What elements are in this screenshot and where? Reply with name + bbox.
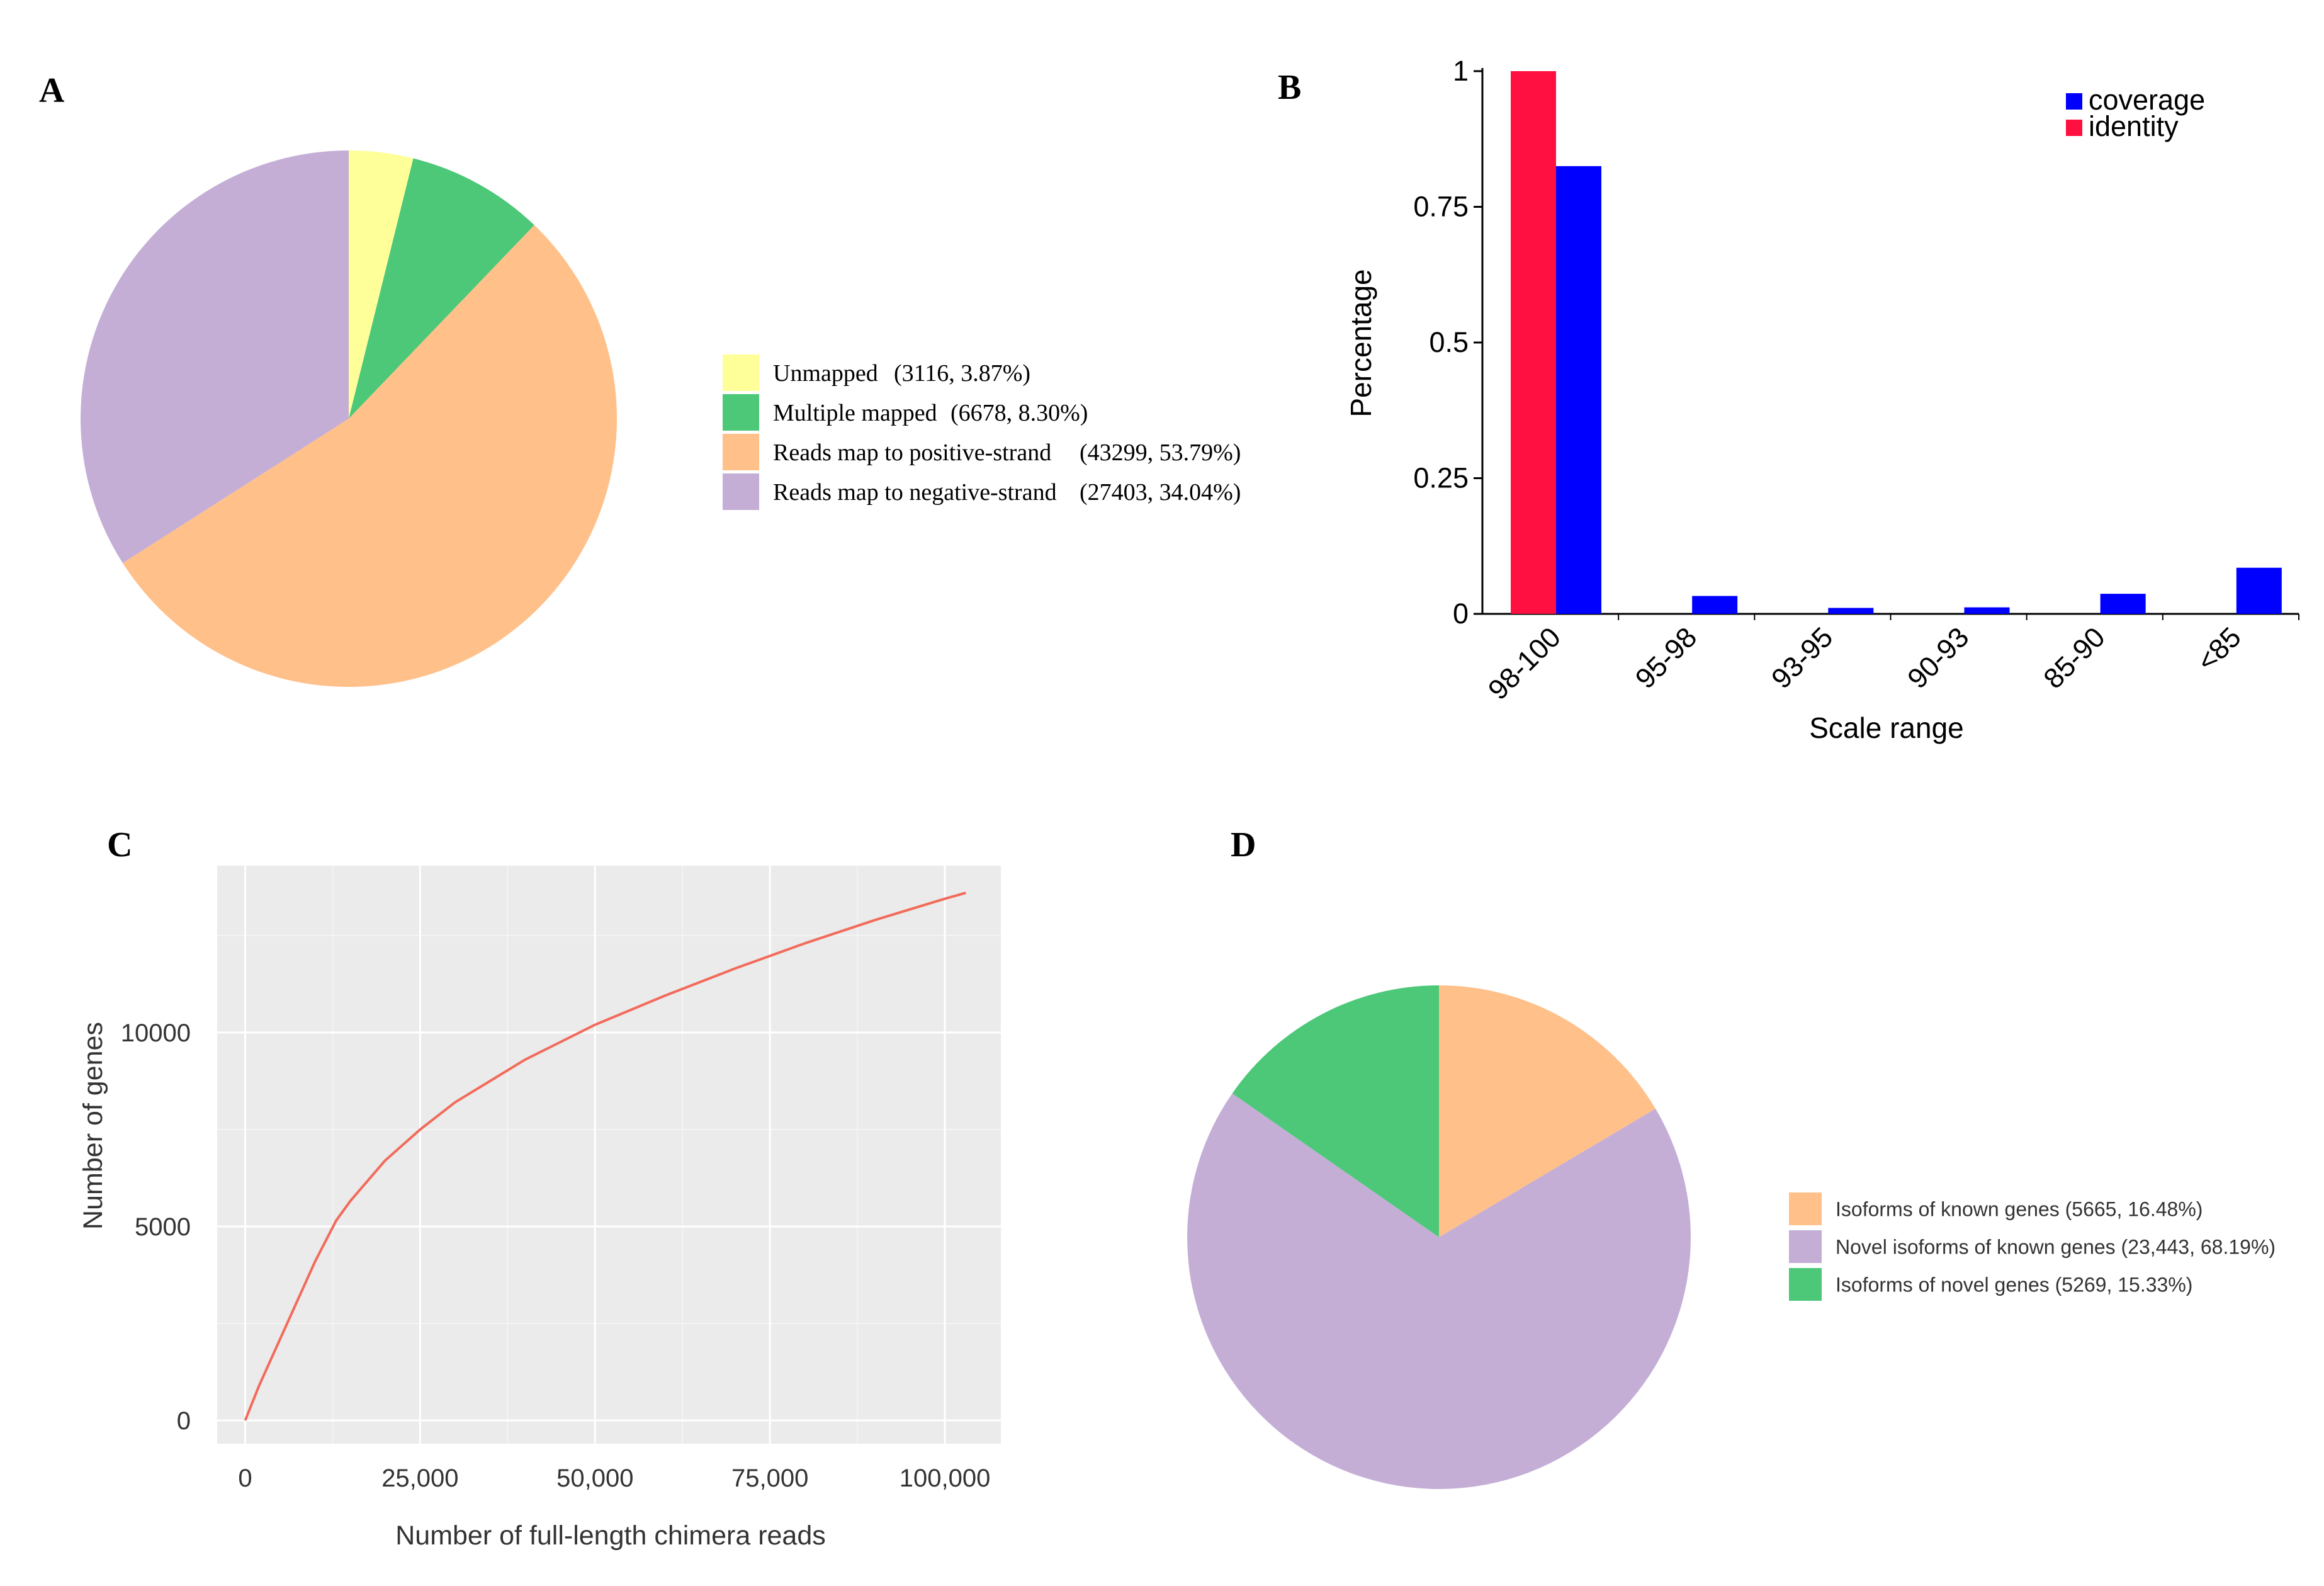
legend-label-novel-isoforms-of-known-genes: Novel isoforms of known genes (23,443, 6…	[1836, 1235, 2276, 1258]
pie-slice-reads-map-to-negative-strand	[80, 150, 349, 564]
line-chart-series	[244, 892, 966, 1421]
legend-label-reads-map-to-positive-strand: Reads map to positive-strand	[773, 439, 1051, 466]
legend-label-identity: identity	[2089, 110, 2179, 142]
legend-swatch-reads-map-to-positive-strand	[723, 434, 759, 470]
line-chart-y-tick-label: 0	[177, 1407, 191, 1435]
legend-detail-reads-map-to-positive-strand: (43299, 53.79%)	[1080, 439, 1241, 466]
mapping-pie-slices	[80, 150, 617, 688]
isoform-pie-chart: Isoforms of known genes (5665, 16.48%) No…	[1187, 985, 2276, 1490]
line-chart-tick-labels: 0 25,000 50,000 75,000 100,000 0 5000 10000	[121, 1019, 991, 1492]
pie-slice-reads-map-to-positive-strand	[122, 225, 617, 688]
bar-chart-y-tick-label: 0.5	[1429, 326, 1469, 358]
legend-label-isoforms-of-novel-genes: Isoforms of novel genes (5269, 15.33%)	[1836, 1273, 2192, 1296]
bar-chart-x-tick-label: 95-98	[1629, 621, 1703, 694]
mapping-pie-legend: Unmapped (3116, 3.87%) Multiple mapped (667…	[723, 354, 1241, 510]
line-chart-x-tick-label: 100,000	[900, 1464, 991, 1492]
bar-chart-x-tick-label: 85-90	[2037, 621, 2111, 694]
pie-slice-novel-isoforms-of-known-genes	[1187, 1093, 1691, 1490]
bar-chart-bars	[1511, 71, 2282, 615]
pie-slice-isoforms-of-known-genes	[1439, 985, 1656, 1237]
legend-detail-unmapped: (3116, 3.87%)	[894, 360, 1030, 387]
isoform-pie-slices	[1187, 985, 1691, 1490]
panel-label-a: A	[39, 71, 65, 110]
bar-chart-y-tick-label: 0.25	[1413, 462, 1469, 494]
line-chart-plot-background	[217, 866, 1001, 1444]
line-chart-ylabel: Number of genes	[78, 1022, 108, 1230]
legend-label-unmapped: Unmapped	[773, 360, 878, 387]
legend-swatch-novel-isoforms-of-known-genes	[1789, 1230, 1822, 1263]
bar-chart-ylabel: Percentage	[1345, 269, 1377, 417]
pie-slice-unmapped	[349, 150, 414, 419]
line-chart-x-tick-label: 25,000	[381, 1464, 458, 1492]
bar-coverage-95-98	[1692, 596, 1738, 614]
legend-label-multiple-mapped: Multiple mapped	[773, 400, 937, 426]
line-chart-xlabel: Number of full-length chimera reads	[395, 1521, 826, 1551]
isoform-pie-legend: Isoforms of known genes (5665, 16.48%) No…	[1789, 1192, 2276, 1301]
legend-swatch-reads-map-to-negative-strand	[723, 473, 759, 510]
legend-swatch-identity	[2066, 120, 2082, 136]
line-chart-y-tick-label: 10000	[121, 1019, 191, 1047]
legend-label-isoforms-of-known-genes: Isoforms of known genes (5665, 16.48%)	[1836, 1198, 2203, 1220]
bar-coverage-85	[2236, 567, 2282, 614]
line-chart-y-tick-label: 5000	[135, 1213, 191, 1241]
legend-detail-multiple-mapped: (6678, 8.30%)	[950, 400, 1088, 426]
legend-swatch-unmapped	[723, 354, 759, 391]
pie-slice-isoforms-of-novel-genes	[1232, 985, 1439, 1237]
legend-swatch-coverage	[2066, 93, 2082, 110]
saturation-line-chart: 0 25,000 50,000 75,000 100,000 0 5000 10000 Num…	[78, 866, 1001, 1551]
line-chart-x-tick-label: 50,000	[556, 1464, 633, 1492]
pie-slice-multiple-mapped	[349, 158, 534, 419]
panel-label-d: D	[1231, 825, 1256, 864]
identity-coverage-bar-chart: 0 0.25 0.5 0.75 1 98-100 95-98 93-95 90-93 85-90 <…	[1345, 55, 2299, 744]
bar-chart-x-tick-label: 93-95	[1765, 621, 1839, 694]
bar-chart-x-tick-label: 98-100	[1482, 621, 1567, 706]
line-series-genes	[244, 892, 966, 1421]
bar-chart-x-tick-label: <85	[2191, 621, 2247, 677]
mapping-pie-chart: Unmapped (3116, 3.87%) Multiple mapped (667…	[80, 150, 1241, 688]
legend-label-reads-map-to-negative-strand: Reads map to negative-strand	[773, 479, 1057, 506]
legend-swatch-isoforms-of-known-genes	[1789, 1192, 1822, 1225]
bar-chart-y-tick-label: 0	[1453, 598, 1469, 630]
legend-detail-reads-map-to-negative-strand: (27403, 34.04%)	[1080, 479, 1241, 506]
legend-swatch-isoforms-of-novel-genes	[1789, 1268, 1822, 1301]
line-chart-x-tick-label: 75,000	[731, 1464, 808, 1492]
line-chart-gridlines	[217, 866, 1001, 1444]
bar-coverage-90-93	[1964, 607, 2010, 614]
bar-chart-y-tick-label: 0.75	[1413, 191, 1469, 223]
bar-coverage-85-90	[2100, 594, 2146, 614]
line-chart-x-tick-label: 0	[238, 1464, 252, 1492]
bar-identity-98-100	[1511, 71, 1556, 614]
legend-label-coverage: coverage	[2089, 84, 2205, 116]
bar-coverage-93-95	[1828, 608, 1874, 614]
panel-label-b: B	[1278, 68, 1301, 107]
legend-swatch-multiple-mapped	[723, 394, 759, 431]
panel-label-c: C	[107, 825, 132, 864]
bar-chart-xlabel: Scale range	[1809, 711, 1964, 744]
bar-coverage-98-100	[1556, 166, 1601, 615]
bar-chart-x-tick-label: 90-93	[1901, 621, 1975, 694]
bar-chart-y-tick-label: 1	[1453, 55, 1469, 87]
